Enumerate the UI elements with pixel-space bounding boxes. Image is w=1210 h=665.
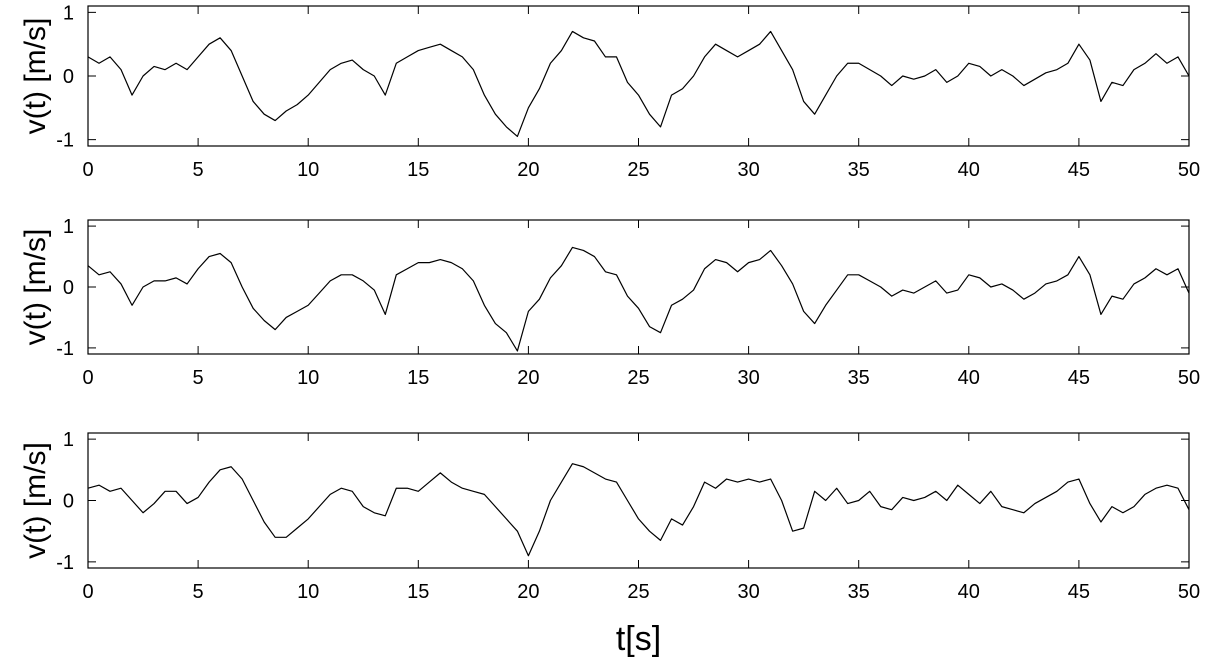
y-tick-label: 0 xyxy=(63,491,74,513)
x-tick-label: 5 xyxy=(193,581,204,603)
x-tick-label: 40 xyxy=(958,367,980,389)
x-tick-label: 25 xyxy=(627,581,649,603)
series-line-1 xyxy=(87,246,1190,352)
x-axis-label: t[s] xyxy=(616,620,661,658)
x-tick-label: 0 xyxy=(82,581,93,603)
y-tick-label: -1 xyxy=(56,552,74,574)
x-tick-label: 30 xyxy=(737,367,759,389)
x-tick-label: 10 xyxy=(297,367,319,389)
x-tick-label: 30 xyxy=(737,159,759,181)
subplot-1: 0 5 10 15 20 25 30 35 40 45 50 -1 0 1 v(t) [m/s] xyxy=(19,2,1200,181)
x-tick-label: 5 xyxy=(193,159,204,181)
x-tick-label: 50 xyxy=(1178,367,1200,389)
x-tick-label: 5 xyxy=(193,367,204,389)
x-tick-label: 10 xyxy=(297,581,319,603)
subplot-3: 0 5 10 15 20 25 30 35 40 45 50 -1 0 1 v(t) [m/s] t[s] xyxy=(19,429,1200,658)
x-tick-label: 0 xyxy=(82,367,93,389)
x-tick-label: 40 xyxy=(958,159,980,181)
x-tick-label: 30 xyxy=(737,581,759,603)
x-tick-label: 25 xyxy=(627,367,649,389)
y-axis-label: v(t) [m/s] xyxy=(19,18,52,135)
x-tick-label: 25 xyxy=(627,159,649,181)
y-tick-label: 0 xyxy=(63,66,74,88)
x-tick-label: 0 xyxy=(82,159,93,181)
x-tick-label: 10 xyxy=(297,159,319,181)
plot-frame xyxy=(87,219,1190,355)
x-tick-label: 20 xyxy=(517,367,539,389)
y-tick-label: -1 xyxy=(56,338,74,360)
y-axis-label: v(t) [m/s] xyxy=(19,229,52,346)
series-line-1 xyxy=(87,463,1190,557)
subplot-2: 0 5 10 15 20 25 30 35 40 45 50 -1 0 1 v(t) [m/s] xyxy=(19,216,1200,389)
x-tick-label: 35 xyxy=(848,159,870,181)
x-tick-label: 35 xyxy=(848,581,870,603)
x-tick-label: 20 xyxy=(517,581,539,603)
plot-frame xyxy=(87,5,1190,147)
y-axis-label: v(t) [m/s] xyxy=(19,442,52,559)
x-tick-label: 45 xyxy=(1068,159,1090,181)
x-tick-label: 40 xyxy=(958,581,980,603)
series-line-1 xyxy=(87,30,1190,138)
x-tick-label: 50 xyxy=(1178,159,1200,181)
x-tick-label: 15 xyxy=(407,159,429,181)
x-tick-label: 50 xyxy=(1178,581,1200,603)
x-tick-label: 35 xyxy=(848,367,870,389)
y-tick-label: -1 xyxy=(56,130,74,152)
x-tick-label: 20 xyxy=(517,159,539,181)
x-tick-label: 15 xyxy=(407,581,429,603)
x-tick-label: 45 xyxy=(1068,581,1090,603)
y-tick-label: 1 xyxy=(63,429,74,451)
y-tick-label: 0 xyxy=(63,277,74,299)
x-tick-label: 45 xyxy=(1068,367,1090,389)
y-tick-label: 1 xyxy=(63,2,74,24)
x-tick-label: 15 xyxy=(407,367,429,389)
y-tick-label: 1 xyxy=(63,216,74,238)
